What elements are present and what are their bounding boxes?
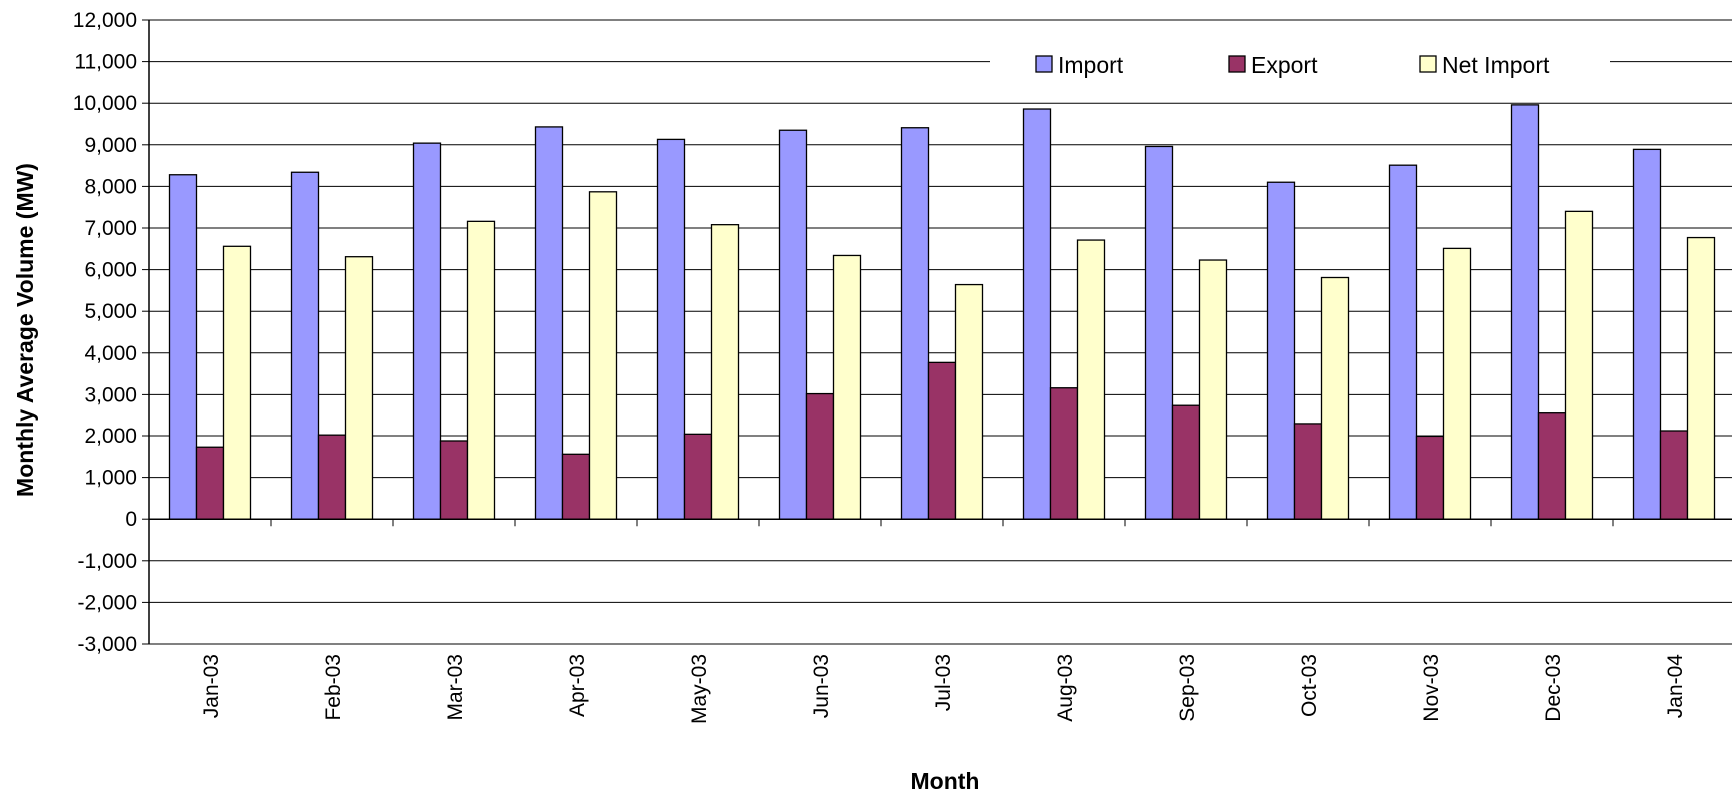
legend-swatch (1035, 55, 1053, 73)
bar-export (561, 453, 591, 520)
bar-import (534, 126, 564, 520)
bar-import (778, 129, 808, 520)
legend-swatch (1419, 55, 1437, 73)
x-tick-label: Sep-03 (1176, 654, 1199, 722)
y-tick-label: 0 (125, 508, 137, 531)
x-tick-label: Nov-03 (1420, 654, 1443, 722)
bar-import (1022, 108, 1052, 520)
bar-export (1293, 423, 1323, 520)
bar-net-import (1198, 259, 1228, 520)
legend-label: Import (1058, 52, 1124, 78)
legend-label: Net Import (1442, 52, 1550, 78)
bar-import (900, 127, 930, 520)
bar-net-import (954, 283, 984, 520)
bar-export (927, 361, 957, 520)
x-tick-label: Jan-04 (1664, 654, 1687, 719)
bar-net-import (466, 220, 496, 520)
y-tick-label: 7,000 (84, 217, 137, 240)
bar-import (1266, 181, 1296, 520)
bar-export (805, 392, 835, 520)
legend-label: Export (1251, 52, 1318, 78)
bar-net-import (222, 245, 252, 520)
bar-export (1171, 404, 1201, 520)
y-tick-label: 6,000 (84, 259, 137, 282)
legend-swatch (1228, 55, 1246, 73)
bar-import (1388, 164, 1418, 520)
bar-export (1049, 387, 1079, 520)
y-tick-label: 11,000 (74, 51, 137, 74)
x-tick-label: Aug-03 (1054, 654, 1077, 722)
bar-import (1144, 145, 1174, 520)
bar-import (168, 174, 198, 520)
y-tick-label: 2,000 (84, 425, 137, 448)
bar-net-import (1686, 236, 1716, 520)
legend-background (990, 40, 1610, 92)
y-tick-label: 10,000 (73, 92, 137, 115)
bars (168, 104, 1716, 520)
bar-export (195, 446, 225, 520)
x-tick-label: Feb-03 (322, 654, 345, 721)
y-tick-label: 12,000 (73, 9, 137, 32)
axes (148, 20, 1732, 644)
bar-import (290, 171, 320, 520)
bar-export (1415, 435, 1445, 520)
x-tick-label: Jan-03 (200, 654, 223, 718)
bar-net-import (1564, 210, 1594, 520)
x-tick-label: Mar-03 (444, 654, 467, 721)
bar-net-import (344, 256, 374, 520)
y-tick-label: -3,000 (77, 633, 137, 656)
y-tick-label: 3,000 (84, 383, 137, 406)
bar-export (317, 434, 347, 520)
x-tick-label: Jun-03 (810, 654, 833, 718)
y-tick-label: 1,000 (84, 467, 137, 490)
bar-import (412, 142, 442, 520)
bar-export (1537, 412, 1567, 520)
bar-net-import (1320, 276, 1350, 520)
bar-net-import (588, 191, 618, 520)
gridlines (142, 19, 1732, 645)
bar-export (439, 440, 469, 520)
y-tick-label: 9,000 (84, 134, 137, 157)
bar-export (683, 433, 713, 520)
x-tick-label: Oct-03 (1298, 654, 1321, 717)
bar-import (656, 138, 686, 520)
bar-import (1632, 148, 1662, 520)
bar-net-import (710, 224, 740, 520)
y-tick-label: -1,000 (77, 550, 137, 573)
y-tick-label: -2,000 (77, 591, 137, 614)
y-axis-title: Monthly Average Volume (MW) (12, 163, 38, 497)
bar-net-import (1076, 239, 1106, 520)
bar-net-import (1442, 247, 1472, 520)
legend: Import Export Net Import (990, 40, 1610, 92)
bar-net-import (832, 254, 862, 520)
y-tick-label: 5,000 (84, 300, 137, 323)
x-tick-label: Jul-03 (932, 654, 955, 711)
bar-import (1510, 104, 1540, 520)
y-tick-label: 8,000 (84, 175, 137, 198)
x-tick-label: Apr-03 (566, 654, 589, 717)
x-axis-title: Month (911, 768, 980, 794)
bar-export (1659, 430, 1689, 520)
x-tick-labels: Jan-03 Feb-03 Mar-03 Apr-03 May-03 Jun-03 Jul-… (200, 654, 1687, 724)
y-tick-label: 4,000 (84, 342, 137, 365)
x-tick-label: Dec-03 (1542, 654, 1565, 722)
y-tick-labels: 12,000 11,000 10,000 9,000 8,000 7,000 6,000 5,… (73, 9, 137, 656)
x-tick-label: May-03 (688, 654, 711, 724)
